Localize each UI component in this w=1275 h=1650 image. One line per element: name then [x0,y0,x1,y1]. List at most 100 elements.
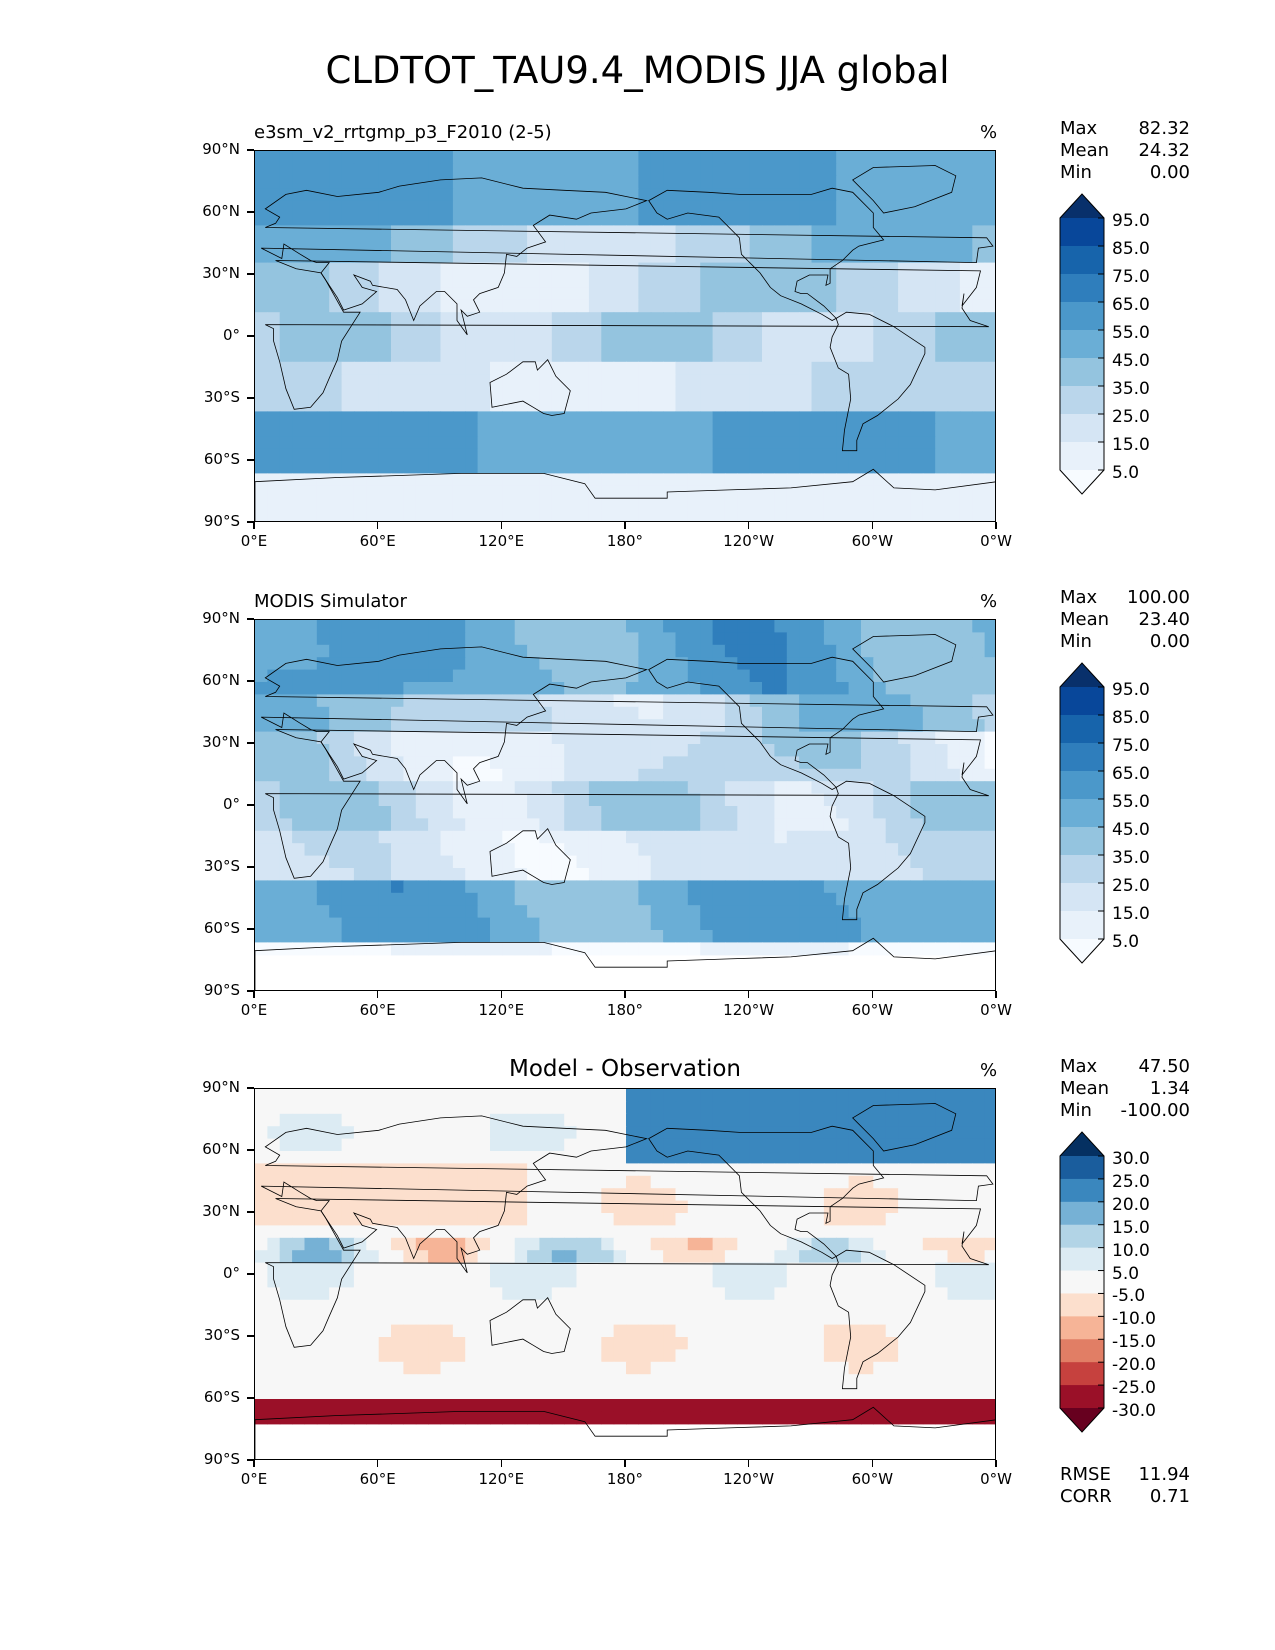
stat-mean-value: 1.34 [1149,1078,1190,1099]
colorbar [1058,1130,1106,1438]
lat-tick [247,1211,254,1213]
coastline-africa [265,1198,989,1348]
lon-tick [624,991,626,998]
coastline-eurasia [261,1115,994,1274]
stat-mean-value: 24.32 [1138,140,1190,161]
colorbar-label: 15.0 [1112,904,1150,924]
coastline-australia [489,828,571,885]
lon-label: 0°E [240,1470,268,1488]
lat-tick [247,1335,254,1337]
coastline-africa [265,729,989,879]
stat-mean: Mean 23.40 [1060,609,1190,631]
lat-label: 30°N [202,1202,240,1220]
lon-label: 180° [606,532,644,550]
lon-label: 60°E [359,1001,396,1019]
colorbar-label: 5.0 [1112,463,1140,483]
lat-label: 30°S [203,857,240,875]
lon-label: 60°E [359,1470,396,1488]
lat-label: 0° [222,326,240,344]
lon-tick [747,1460,750,1467]
stat-max-label: Max [1060,587,1098,608]
colorbar-label: 85.0 [1112,708,1150,728]
stat-min: Min 0.00 [1060,162,1190,184]
stat-max-label: Max [1060,1056,1098,1077]
units-label: % [980,122,998,143]
stat-corr-value: 0.71 [1149,1486,1190,1507]
coastline-namerica [648,656,885,790]
stat-max: Max 100.00 [1060,587,1190,609]
lat-tick [247,928,254,930]
coastline-greenland [852,165,957,214]
colorbar-label: 65.0 [1112,295,1150,315]
map-field [255,151,995,521]
lat-label: 30°N [202,264,240,282]
lon-tick [500,991,503,998]
lon-tick [376,991,379,998]
lat-label: 30°N [202,733,240,751]
stat-max-value: 100.00 [1127,587,1190,608]
stat-mean: Mean 1.34 [1060,1078,1190,1100]
stat-corr-label: CORR [1060,1486,1112,1507]
colorbar-label: 65.0 [1112,764,1150,784]
lon-tick [624,1460,626,1467]
coastline-namerica [648,187,885,321]
lat-label: 90°S [203,1450,240,1468]
colorbar-label: -30.0 [1112,1401,1156,1421]
lon-label: 0°E [240,1001,268,1019]
lat-tick [247,866,254,868]
map-field [255,620,995,990]
lat-tick [247,804,254,806]
lat-tick [247,1149,254,1151]
extra-stats: RMSE 11.94 CORR 0.71 [1060,1464,1190,1508]
colorbar [1058,661,1106,969]
stat-rmse-label: RMSE [1060,1464,1111,1485]
stats-block: Max 82.32 Mean 24.32 Min 0.00 [1060,118,1190,184]
colorbar-label: -10.0 [1112,1309,1156,1330]
lat-label: 60°S [203,919,240,937]
colorbar-svg [1059,193,1105,495]
lat-label: 90°N [202,1078,240,1096]
colorbar [1058,192,1106,500]
colorbar-label: 20.0 [1112,1194,1150,1215]
colorbar-label: 25.0 [1112,1171,1150,1192]
stat-min-label: Min [1060,162,1092,183]
panel-difference: Model - Observation% 90°N 60°N 30°N 0° 30°S 60… [0,1056,1275,1542]
lat-label: 60°N [202,671,240,689]
stat-rmse-value: 11.94 [1138,1464,1190,1485]
stat-max: Max 47.50 [1060,1056,1190,1078]
map-frame [254,150,996,522]
stat-max: Max 82.32 [1060,118,1190,140]
lat-label: 30°S [203,388,240,406]
stat-min-label: Min [1060,631,1092,652]
lat-label: 60°S [203,450,240,468]
colorbar-label: 95.0 [1112,211,1150,231]
stat-corr: CORR 0.71 [1060,1486,1190,1508]
lat-tick [247,397,254,399]
stat-min-value: 0.00 [1149,162,1190,183]
lon-label: 120°W [723,1001,775,1019]
coastline-greenland [852,634,957,683]
colorbar-label: 25.0 [1112,876,1150,896]
lat-label: 0° [222,795,240,813]
colorbar-label: 10.0 [1112,1240,1150,1261]
lon-tick [624,522,626,529]
panel-observation: MODIS Simulator% 90°N 60°N 30°N 0° 30°S 60°S 90… [0,587,1275,1073]
stat-min-label: Min [1060,1100,1092,1121]
coastline-eurasia [261,646,994,805]
coastline-greenland [852,1103,957,1152]
stat-max-value: 47.50 [1138,1056,1190,1077]
figure-title: CLDTOT_TAU9.4_MODIS JJA global [325,49,950,92]
stat-max-label: Max [1060,118,1098,139]
lon-label: 120°E [478,1470,525,1488]
stats-block: Max 47.50 Mean 1.34 Min -100.00 [1060,1056,1190,1122]
lat-label: 60°N [202,1140,240,1158]
stat-max-value: 82.32 [1138,118,1190,139]
colorbar-label: 30.0 [1112,1149,1150,1169]
coastline-australia [489,359,571,416]
coastline-antarctica [255,937,995,990]
colorbar-label: 85.0 [1112,239,1150,259]
lon-tick [376,522,379,529]
lon-tick [253,991,255,998]
stat-mean-label: Mean [1060,140,1110,161]
lat-tick [247,680,254,682]
